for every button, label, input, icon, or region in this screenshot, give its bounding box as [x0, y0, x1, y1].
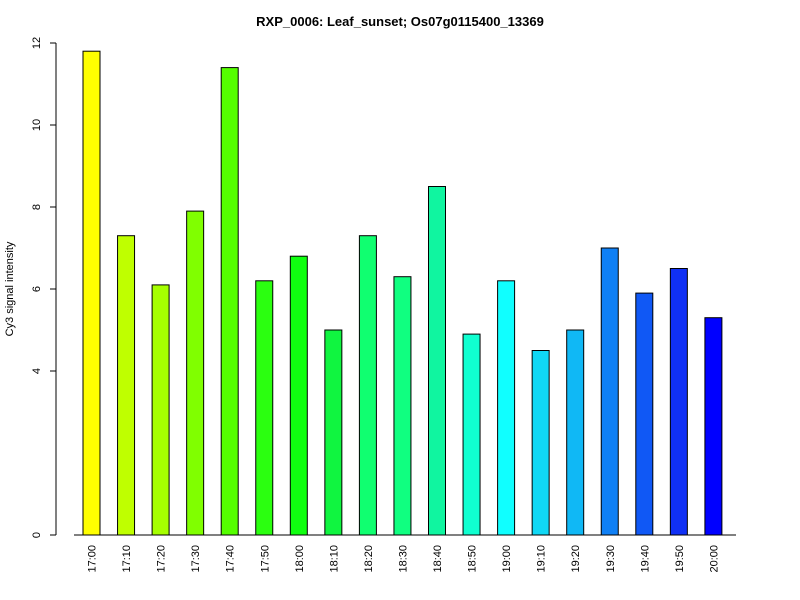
bar-1840 [428, 186, 446, 536]
x-tick-label: 17:30 [190, 545, 202, 573]
x-tick-label: 17:40 [225, 545, 237, 573]
bar-1810 [324, 329, 343, 536]
bar-1910 [531, 350, 550, 536]
bar-1740 [220, 67, 239, 536]
bar-1750 [255, 280, 274, 536]
x-tick-label: 18:10 [328, 545, 340, 573]
bar-1900 [497, 280, 516, 536]
x-tick-label: 18:20 [363, 545, 375, 573]
y-tick-label: 6 [31, 286, 43, 292]
bar-1730 [186, 210, 205, 536]
bar-1710 [117, 235, 136, 536]
x-tick-label: 17:00 [87, 545, 99, 573]
x-tick-label: 18:30 [397, 545, 409, 573]
bar-1700 [82, 50, 101, 536]
bar-1820 [358, 235, 377, 536]
bar-1800 [289, 255, 308, 536]
x-tick-label: 19:20 [570, 545, 582, 573]
bar-1830 [393, 276, 412, 536]
x-axis: 17:00 17:10 17:20 17:30 17:40 17:50 18:00 18:10… [74, 534, 736, 573]
x-tick-label: 20:00 [708, 545, 720, 573]
x-tick-label: 19:40 [639, 545, 651, 573]
y-axis: 0 4 6 8 10 12 [31, 37, 57, 538]
x-tick-label: 17:10 [121, 545, 133, 573]
bar-2000 [704, 317, 723, 536]
bars-group [82, 50, 723, 536]
bar-1930 [600, 247, 619, 536]
chart-title: RXP_0006: Leaf_sunset; Os07g0115400_1336… [256, 14, 544, 29]
y-tick-label: 0 [31, 532, 43, 538]
x-tick-label: 17:50 [259, 545, 271, 573]
y-axis-label: Cy3 signal intensity [4, 241, 16, 336]
x-tick-label: 19:30 [605, 545, 617, 573]
bar-1920 [566, 329, 585, 536]
x-tick-label: 19:00 [501, 545, 513, 573]
x-tick-label: 17:20 [156, 545, 168, 573]
bar-1940 [635, 292, 654, 536]
x-tick-label: 18:00 [294, 545, 306, 573]
y-tick-label: 12 [31, 37, 43, 49]
bar-1720 [151, 284, 170, 536]
y-tick-label: 8 [31, 204, 43, 210]
x-tick-label: 18:50 [467, 545, 479, 573]
x-tick-label: 18:40 [432, 545, 444, 573]
y-tick-label: 4 [31, 368, 43, 374]
x-tick-label: 19:50 [674, 545, 686, 573]
y-tick-label: 10 [31, 119, 43, 131]
bar-1950 [669, 268, 688, 536]
bar-1850 [462, 333, 481, 536]
x-tick-label: 19:10 [536, 545, 548, 573]
